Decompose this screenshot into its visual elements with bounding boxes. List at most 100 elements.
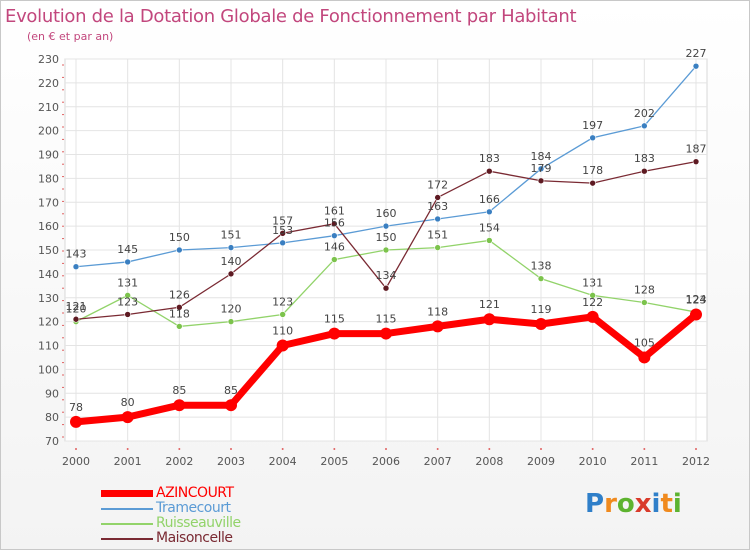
data-label-ruisseauville: 118 [169, 307, 190, 320]
data-point-ruisseauville [641, 299, 648, 306]
data-point-ruisseauville [331, 256, 338, 263]
data-label-maisoncelle: 123 [117, 295, 138, 308]
y-tick-label: 80 [45, 411, 59, 424]
data-point-ruisseauville [486, 237, 493, 244]
data-point-azincourt [535, 318, 547, 331]
data-label-azincourt: 118 [427, 305, 448, 318]
data-point-tramecourt [486, 208, 493, 216]
legend-label: Tramecourt [156, 500, 231, 516]
series-lines [70, 62, 702, 428]
x-tick-label: 2002 [165, 455, 193, 468]
data-point-tramecourt [692, 62, 700, 70]
data-labels: 143 145 150 151 153 156 160 163 166 184 197 202 227 1… [66, 47, 707, 414]
data-label-ruisseauville: 150 [376, 231, 397, 244]
data-point-maisoncelle [176, 303, 183, 311]
data-label-azincourt: 115 [324, 313, 345, 326]
data-label-azincourt: 85 [172, 384, 186, 397]
y-tick-label: 170 [38, 196, 59, 209]
y-tick-label: 140 [38, 268, 59, 281]
x-minor-tick [75, 448, 77, 450]
x-tick-label: 2009 [527, 455, 555, 468]
data-point-tramecourt [331, 232, 338, 239]
data-label-azincourt: 110 [272, 325, 293, 338]
x-tick-label: 2005 [320, 455, 348, 468]
data-label-ruisseauville: 123 [272, 295, 293, 308]
data-label-ruisseauville: 146 [324, 241, 345, 254]
data-label-ruisseauville: 120 [221, 303, 242, 316]
x-minor-tick [643, 448, 646, 450]
x-minor-tick [695, 448, 697, 450]
data-label-tramecourt: 160 [376, 207, 397, 220]
data-label-maisoncelle: 126 [169, 288, 190, 301]
data-point-ruisseauville [382, 246, 390, 254]
x-tick-label: 2004 [269, 455, 297, 468]
data-label-tramecourt: 151 [221, 229, 242, 242]
x-tick-label: 2010 [579, 455, 607, 468]
logo-letter: P [585, 489, 605, 519]
data-label-tramecourt: 153 [272, 224, 293, 237]
x-tick-label: 2007 [424, 455, 452, 468]
data-label-ruisseauville: 128 [634, 284, 655, 297]
data-label-maisoncelle: 134 [376, 269, 397, 282]
y-tick-label: 90 [45, 387, 59, 400]
data-point-azincourt [276, 339, 289, 352]
y-tick-label: 120 [38, 316, 59, 329]
data-point-azincourt [483, 313, 496, 326]
data-point-maisoncelle [227, 270, 235, 278]
data-point-azincourt [173, 399, 186, 412]
data-point-tramecourt [72, 263, 80, 271]
data-point-ruisseauville [434, 244, 441, 251]
data-label-azincourt: 105 [634, 336, 655, 349]
data-point-ruisseauville [279, 311, 286, 318]
data-label-tramecourt: 166 [479, 193, 500, 206]
data-label-ruisseauville: 124 [686, 293, 707, 306]
legend-swatch [101, 508, 153, 510]
chart-subtitle: (en € et par an) [27, 30, 114, 43]
x-tick-label: 2006 [372, 455, 400, 468]
data-point-azincourt [586, 310, 599, 323]
data-label-azincourt: 115 [376, 313, 397, 326]
data-label-maisoncelle: 140 [221, 255, 242, 268]
data-point-maisoncelle [434, 194, 441, 201]
data-label-ruisseauville: 154 [479, 221, 500, 234]
legend-label: AZINCOURT [156, 485, 234, 501]
data-point-azincourt [121, 411, 134, 424]
data-label-maisoncelle: 183 [479, 152, 500, 165]
data-label-azincourt: 123 [686, 293, 707, 306]
data-point-tramecourt [227, 244, 235, 251]
x-tick-label: 2000 [62, 455, 90, 468]
legend-swatch [101, 523, 153, 525]
data-label-maisoncelle: 172 [427, 178, 448, 191]
data-point-maisoncelle [692, 158, 700, 165]
data-point-azincourt [328, 327, 341, 340]
y-tick-label: 70 [45, 435, 59, 448]
data-label-azincourt: 85 [224, 384, 238, 397]
data-label-tramecourt: 143 [66, 248, 87, 261]
data-label-maisoncelle: 187 [686, 143, 707, 156]
data-point-maisoncelle [537, 177, 545, 185]
data-label-ruisseauville: 120 [66, 303, 87, 316]
legend-label: Maisoncelle [156, 530, 233, 546]
data-point-tramecourt [124, 258, 131, 266]
logo-letter: i [651, 489, 661, 519]
data-point-azincourt [380, 327, 392, 340]
x-tick-label: 2008 [475, 455, 503, 468]
x-tick-label: 2011 [630, 455, 658, 468]
x-minor-tick [488, 448, 491, 450]
y-tick-label: 150 [38, 244, 59, 257]
proxiti-logo: Proxiti [585, 489, 682, 519]
data-label-ruisseauville: 131 [117, 276, 138, 289]
y-tick-label: 110 [38, 340, 59, 353]
y-tick-label: 180 [38, 172, 59, 185]
y-tick-label: 100 [38, 363, 59, 376]
grid [64, 58, 708, 442]
data-point-ruisseauville [589, 292, 596, 299]
data-point-tramecourt [279, 239, 286, 247]
x-tick-label: 2003 [217, 455, 245, 468]
legend-label: Ruisseauville [156, 515, 241, 531]
data-label-maisoncelle: 121 [66, 300, 87, 313]
y-tick-label: 230 [38, 53, 59, 66]
data-label-ruisseauville: 138 [531, 260, 552, 273]
data-label-tramecourt: 227 [686, 47, 707, 60]
